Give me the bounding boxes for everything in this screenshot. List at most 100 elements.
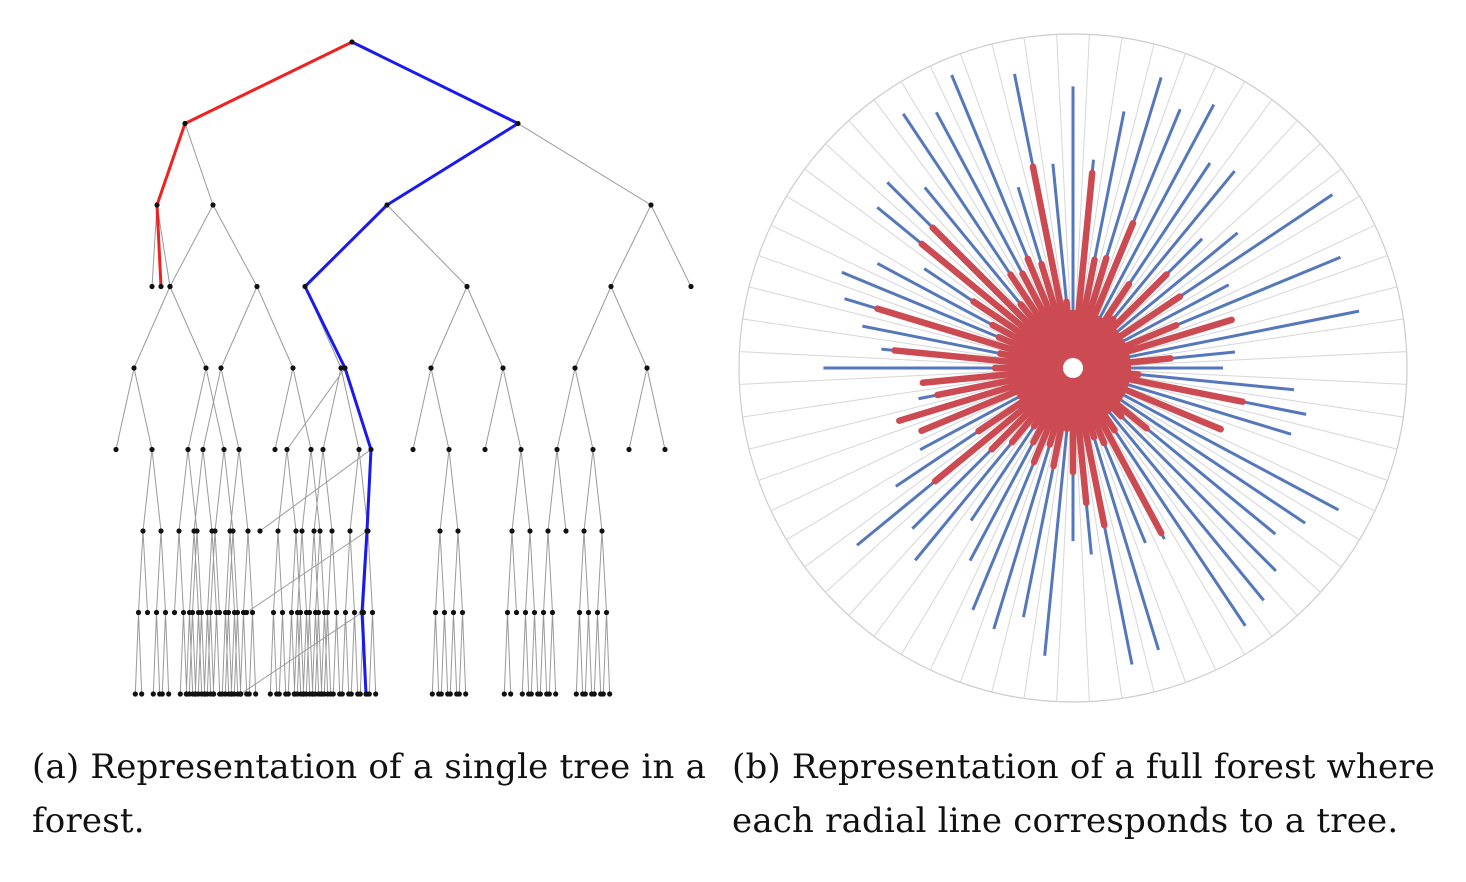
outer-circle	[738, 33, 1408, 703]
tree-edge	[225, 530, 231, 613]
tree-node	[540, 609, 547, 616]
tree-node	[192, 691, 198, 697]
tree-node	[553, 691, 559, 697]
tree-edge	[286, 449, 297, 532]
tree-node	[369, 609, 376, 616]
tree-edge	[322, 367, 342, 450]
tree-node	[149, 446, 155, 453]
tree-node	[456, 691, 462, 697]
tree-node	[306, 609, 313, 616]
blue-decision-path	[303, 40, 520, 695]
tree-edge	[202, 449, 213, 532]
tree-edge	[211, 530, 217, 613]
tree-edge	[315, 530, 321, 613]
tree-node	[549, 609, 556, 616]
tree-edge	[292, 367, 312, 450]
tree-edge	[234, 612, 239, 695]
tree-edge	[547, 449, 558, 532]
tree-node	[294, 691, 300, 697]
tree-edge	[221, 612, 226, 695]
tree-node	[324, 609, 331, 616]
tree-node	[132, 691, 138, 697]
tree-node	[191, 528, 197, 534]
tree-node	[662, 446, 668, 453]
tree-node	[531, 609, 538, 616]
tree-node	[432, 609, 439, 616]
tree-node	[590, 446, 596, 453]
tree-edge	[220, 286, 258, 369]
tree-edge	[198, 612, 203, 695]
tree-edge	[584, 612, 589, 695]
tree-edge	[597, 530, 603, 613]
tree-edge	[502, 367, 522, 450]
tree-edge	[259, 449, 372, 532]
tree-edge	[349, 530, 355, 613]
tree-edge	[203, 612, 208, 695]
tree-node	[166, 691, 172, 697]
tree-edge	[230, 612, 235, 695]
tree-edge	[484, 367, 504, 450]
tree-node	[279, 609, 286, 616]
tree-node	[446, 446, 452, 453]
tree-edge	[274, 367, 294, 450]
tree-node	[600, 691, 606, 697]
tree-edge	[320, 612, 325, 695]
tree-edge	[511, 449, 522, 532]
tree-edge	[228, 612, 233, 695]
tree-edge	[521, 612, 526, 695]
tree-node	[154, 202, 160, 208]
tree-node	[339, 691, 345, 697]
tree-node	[254, 283, 260, 290]
tree-node	[210, 691, 216, 697]
tree-edge	[142, 530, 148, 613]
tree-edge	[453, 530, 459, 613]
tree-node	[459, 609, 466, 616]
tree-node	[144, 609, 151, 616]
tree-node	[410, 446, 416, 453]
tree-node	[249, 609, 256, 616]
radial-tree-lines	[823, 73, 1360, 665]
tree-edge	[216, 612, 221, 695]
tree-node	[180, 609, 187, 616]
tree-edge	[448, 449, 459, 532]
tree-edge	[156, 530, 162, 613]
tree-edge	[232, 530, 238, 613]
tree-edge	[207, 612, 212, 695]
tree-node	[648, 202, 654, 208]
tree-node	[518, 446, 524, 453]
tree-node	[447, 691, 453, 697]
caption-a-line1: (a) Representation of a single tree in a	[32, 747, 707, 787]
tree-node	[519, 691, 525, 697]
tree-edge	[650, 204, 692, 287]
tree-node	[342, 609, 349, 616]
tree-node	[607, 691, 613, 697]
tree-edge	[133, 367, 153, 450]
tree-node	[357, 691, 363, 697]
caption-b-line1: (b) Representation of a full forest wher…	[732, 747, 1436, 787]
tree-node	[320, 446, 326, 453]
tree-node	[528, 691, 534, 697]
tree-node	[360, 609, 367, 616]
tree-edge	[229, 449, 240, 532]
tree-node	[303, 691, 309, 697]
tree-node	[384, 202, 390, 208]
tree-node	[195, 609, 202, 616]
tree-node	[515, 120, 521, 127]
tree-edge	[133, 286, 171, 369]
tree-node	[509, 528, 515, 534]
tree-edge	[354, 612, 359, 695]
tree-edge	[453, 612, 458, 695]
tree-edge	[530, 612, 535, 695]
tree-edge	[588, 612, 593, 695]
tree-edge	[138, 612, 143, 695]
tree-node	[368, 446, 374, 453]
caption-b: (b) Representation of a full forest wher…	[732, 740, 1436, 848]
tree-edge	[340, 367, 360, 450]
single-tree-diagram	[113, 39, 694, 697]
tree-edge	[332, 612, 337, 695]
tree-node	[508, 691, 514, 697]
tree-node	[644, 365, 650, 371]
tree-node	[527, 528, 533, 534]
tree-node	[200, 446, 206, 453]
tree-node	[500, 365, 506, 371]
